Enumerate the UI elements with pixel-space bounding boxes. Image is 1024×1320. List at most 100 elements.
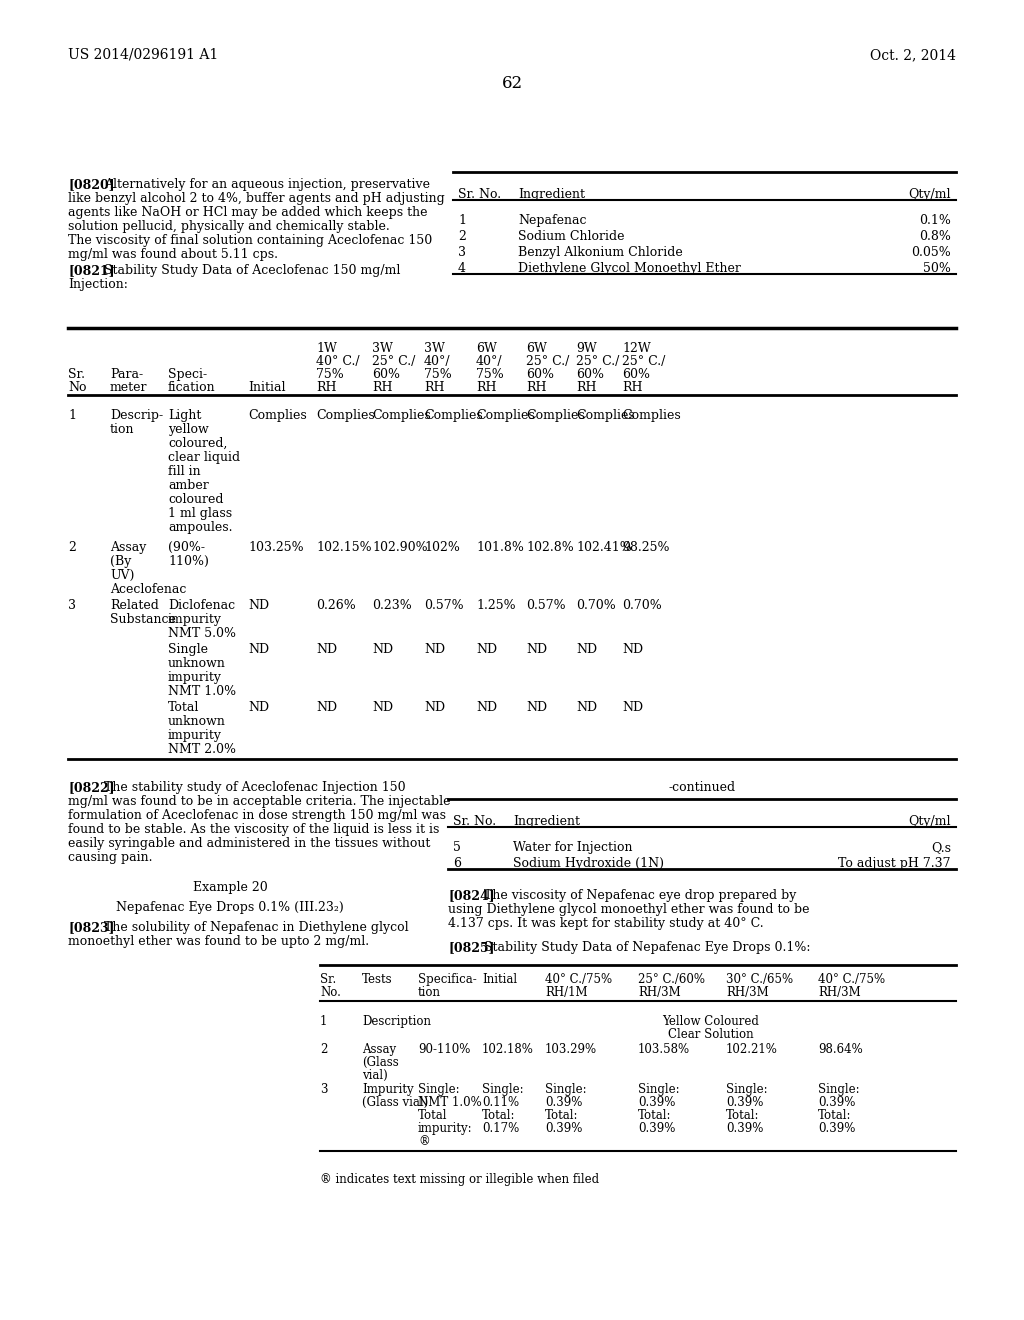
Text: To adjust pH 7.37: To adjust pH 7.37 (839, 857, 951, 870)
Text: vial): vial) (362, 1069, 388, 1082)
Text: Para-: Para- (110, 368, 143, 381)
Text: like benzyl alcohol 2 to 4%, buffer agents and pH adjusting: like benzyl alcohol 2 to 4%, buffer agen… (68, 191, 444, 205)
Text: 102%: 102% (424, 541, 460, 554)
Text: Water for Injection: Water for Injection (513, 841, 633, 854)
Text: Diethylene Glycol Monoethyl Ether: Diethylene Glycol Monoethyl Ether (518, 261, 741, 275)
Text: 110%): 110%) (168, 554, 209, 568)
Text: 40° C./75%: 40° C./75% (818, 973, 885, 986)
Text: Nepafenac Eye Drops 0.1% (III.23₂): Nepafenac Eye Drops 0.1% (III.23₂) (116, 902, 344, 913)
Text: 40°/: 40°/ (424, 355, 451, 368)
Text: RH: RH (622, 381, 642, 393)
Text: impurity: impurity (168, 729, 222, 742)
Text: ND: ND (424, 701, 445, 714)
Text: Nepafenac: Nepafenac (518, 214, 587, 227)
Text: (By: (By (110, 554, 131, 568)
Text: 2: 2 (319, 1043, 328, 1056)
Text: 0.70%: 0.70% (575, 599, 615, 612)
Text: 103.29%: 103.29% (545, 1043, 597, 1056)
Text: causing pain.: causing pain. (68, 851, 153, 865)
Text: 0.57%: 0.57% (526, 599, 565, 612)
Text: 3: 3 (458, 246, 466, 259)
Text: 62: 62 (502, 75, 522, 92)
Text: Complies: Complies (476, 409, 535, 422)
Text: [0823]: [0823] (68, 921, 115, 935)
Text: ampoules.: ampoules. (168, 521, 232, 535)
Text: 0.11%: 0.11% (482, 1096, 519, 1109)
Text: 2: 2 (458, 230, 466, 243)
Text: 6: 6 (453, 857, 461, 870)
Text: 1 ml glass: 1 ml glass (168, 507, 232, 520)
Text: Qty/ml: Qty/ml (908, 187, 951, 201)
Text: Light: Light (168, 409, 202, 422)
Text: Substance: Substance (110, 612, 176, 626)
Text: ND: ND (622, 701, 643, 714)
Text: NMT 2.0%: NMT 2.0% (168, 743, 236, 756)
Text: Single:: Single: (818, 1082, 859, 1096)
Text: Tests: Tests (362, 973, 392, 986)
Text: RH/3M: RH/3M (818, 986, 861, 999)
Text: RH/3M: RH/3M (726, 986, 769, 999)
Text: 0.26%: 0.26% (316, 599, 355, 612)
Text: Clear Solution: Clear Solution (669, 1028, 754, 1041)
Text: ND: ND (476, 643, 497, 656)
Text: ND: ND (575, 701, 597, 714)
Text: ND: ND (316, 701, 337, 714)
Text: Single:: Single: (726, 1082, 768, 1096)
Text: Oct. 2, 2014: Oct. 2, 2014 (870, 48, 956, 62)
Text: mg/ml was found to be in acceptable criteria. The injectable: mg/ml was found to be in acceptable crit… (68, 795, 451, 808)
Text: coloured: coloured (168, 492, 223, 506)
Text: 25° C./60%: 25° C./60% (638, 973, 705, 986)
Text: 102.8%: 102.8% (526, 541, 573, 554)
Text: impurity:: impurity: (418, 1122, 473, 1135)
Text: easily syringable and administered in the tissues without: easily syringable and administered in th… (68, 837, 430, 850)
Text: 75%: 75% (316, 368, 344, 381)
Text: The viscosity of final solution containing Aceclofenac 150: The viscosity of final solution containi… (68, 234, 432, 247)
Text: Speci-: Speci- (168, 368, 207, 381)
Text: Single:: Single: (638, 1082, 680, 1096)
Text: RH: RH (476, 381, 497, 393)
Text: 25° C./: 25° C./ (526, 355, 569, 368)
Text: impurity: impurity (168, 612, 222, 626)
Text: 60%: 60% (526, 368, 554, 381)
Text: [0820]: [0820] (68, 178, 115, 191)
Text: ND: ND (526, 701, 547, 714)
Text: ND: ND (372, 643, 393, 656)
Text: Sr.: Sr. (68, 368, 85, 381)
Text: 60%: 60% (575, 368, 604, 381)
Text: Complies: Complies (526, 409, 585, 422)
Text: Single:: Single: (545, 1082, 587, 1096)
Text: 1: 1 (458, 214, 466, 227)
Text: Sr. No.: Sr. No. (453, 814, 496, 828)
Text: Assay: Assay (110, 541, 146, 554)
Text: Stability Study Data of Aceclofenac 150 mg/ml: Stability Study Data of Aceclofenac 150 … (104, 264, 400, 277)
Text: Sr.: Sr. (319, 973, 336, 986)
Text: unknown: unknown (168, 715, 226, 729)
Text: 6W: 6W (476, 342, 497, 355)
Text: Total:: Total: (818, 1109, 852, 1122)
Text: ® indicates text missing or illegible when filed: ® indicates text missing or illegible wh… (319, 1173, 599, 1185)
Text: fill in: fill in (168, 465, 201, 478)
Text: Single:: Single: (418, 1082, 460, 1096)
Text: Description: Description (362, 1015, 431, 1028)
Text: 102.41%: 102.41% (575, 541, 632, 554)
Text: Total: Total (418, 1109, 447, 1122)
Text: Initial: Initial (482, 973, 517, 986)
Text: (90%-: (90%- (168, 541, 205, 554)
Text: 102.18%: 102.18% (482, 1043, 534, 1056)
Text: Assay: Assay (362, 1043, 396, 1056)
Text: Single: Single (168, 643, 208, 656)
Text: using Diethylene glycol monoethyl ether was found to be: using Diethylene glycol monoethyl ether … (449, 903, 810, 916)
Text: 103.58%: 103.58% (638, 1043, 690, 1056)
Text: Sodium Hydroxide (1N): Sodium Hydroxide (1N) (513, 857, 664, 870)
Text: Yellow Coloured: Yellow Coloured (663, 1015, 760, 1028)
Text: impurity: impurity (168, 671, 222, 684)
Text: ND: ND (248, 701, 269, 714)
Text: Impurity: Impurity (362, 1082, 414, 1096)
Text: 1.25%: 1.25% (476, 599, 516, 612)
Text: 40° C./75%: 40° C./75% (545, 973, 612, 986)
Text: ND: ND (622, 643, 643, 656)
Text: Diclofenac: Diclofenac (168, 599, 236, 612)
Text: 103.25%: 103.25% (248, 541, 304, 554)
Text: 40° C./: 40° C./ (316, 355, 359, 368)
Text: Complies: Complies (424, 409, 482, 422)
